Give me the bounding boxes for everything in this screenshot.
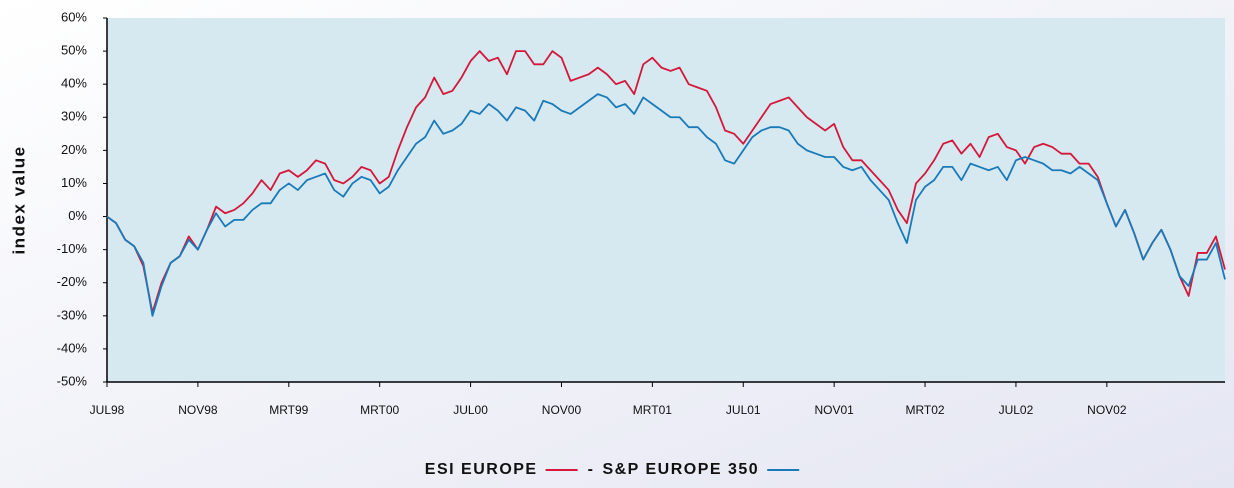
y-tick-label: -40% (57, 340, 88, 355)
y-axis-title: index value (9, 145, 28, 254)
plot-area (107, 18, 1225, 382)
y-tick-label: 0% (68, 208, 87, 223)
y-tick-label: -50% (57, 373, 88, 388)
x-tick-label: NOV98 (178, 403, 218, 417)
x-tick-label: NOV02 (1087, 403, 1127, 417)
x-tick-label: MRT01 (633, 403, 672, 417)
x-tick-label: JUL01 (726, 403, 761, 417)
x-tick-label: NOV01 (814, 403, 854, 417)
series-line (106, 93, 1226, 317)
y-tick-label: 30% (61, 109, 87, 124)
x-tick-label: JUL02 (999, 403, 1034, 417)
y-tick-label: -20% (57, 274, 88, 289)
y-tick-label: 60% (61, 9, 87, 24)
x-tick-label: JUL00 (453, 403, 488, 417)
legend-label: S&P EUROPE 350 (602, 461, 759, 478)
x-tick-label: MRT00 (360, 403, 399, 417)
y-tick-label: 40% (61, 76, 87, 91)
y-tick-label: -30% (57, 307, 88, 322)
series-line (106, 50, 1226, 314)
y-tick-label: 20% (61, 142, 87, 157)
y-tick-label: -10% (57, 241, 88, 256)
x-tick-label: JUL98 (90, 403, 125, 417)
y-tick-label: 50% (61, 43, 87, 58)
y-tick-label: 10% (61, 175, 87, 190)
legend-separator: - (588, 461, 595, 478)
x-tick-label: MRT99 (269, 403, 308, 417)
legend-label: ESI EUROPE (425, 461, 538, 478)
x-tick-label: NOV00 (542, 403, 582, 417)
x-tick-label: MRT02 (905, 403, 944, 417)
